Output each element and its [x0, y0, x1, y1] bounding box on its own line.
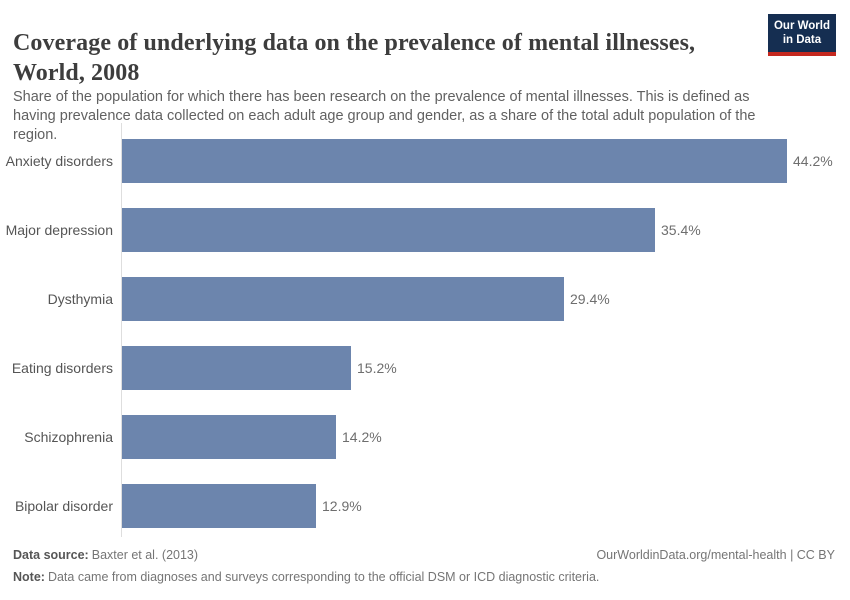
data-source: Data source: Baxter et al. (2013) — [13, 547, 198, 563]
bar-wrap: 29.4% — [122, 276, 610, 321]
data-source-label: Data source: — [13, 548, 89, 562]
bar-row: Eating disorders 15.2% — [0, 333, 850, 402]
chart-title-line1: Coverage of underlying data on the preva… — [13, 30, 696, 57]
chart-title: Coverage of underlying data on the preva… — [13, 28, 753, 88]
chart-note: Note: Data came from diagnoses and survey… — [13, 569, 835, 585]
bar-value-label: 44.2% — [793, 152, 833, 169]
y-axis-line — [121, 123, 122, 537]
chart-title-line2: World, 2008 — [13, 60, 140, 87]
bar-wrap: 14.2% — [122, 414, 382, 459]
bar-chart: Anxiety disorders 44.2% Major depression 35… — [0, 123, 850, 540]
bar-wrap: 15.2% — [122, 345, 397, 390]
chart-footer: Data source: Baxter et al. (2013) OurWorl… — [13, 547, 835, 585]
bar-row: Bipolar disorder 12.9% — [0, 471, 850, 540]
bar-category-label: Eating disorders — [11, 359, 113, 376]
owid-logo-line1: Our World — [773, 20, 830, 32]
bar-row: Schizophrenia 14.2% — [0, 402, 850, 471]
bar[interactable] — [122, 414, 336, 459]
bar-row: Anxiety disorders 44.2% — [0, 126, 850, 195]
bar-wrap: 44.2% — [122, 138, 833, 183]
bar-row: Major depression 35.4% — [0, 195, 850, 264]
bar-wrap: 35.4% — [122, 207, 701, 252]
owid-logo-line2: in Data — [782, 34, 822, 46]
bar-category-label: Bipolar disorder — [14, 497, 113, 514]
bar-wrap: 12.9% — [122, 483, 362, 528]
bar-value-label: 29.4% — [570, 290, 610, 307]
bar-value-label: 14.2% — [342, 428, 382, 445]
bar-category-label: Anxiety disorders — [5, 152, 113, 169]
bar[interactable] — [122, 138, 787, 183]
bar[interactable] — [122, 483, 316, 528]
bar-value-label: 12.9% — [322, 497, 362, 514]
data-source-text: Baxter et al. (2013) — [91, 548, 199, 562]
owid-logo[interactable]: Our World in Data — [767, 14, 836, 56]
bar[interactable] — [122, 345, 351, 390]
bar-category-label: Schizophrenia — [24, 428, 113, 445]
bar-value-label: 35.4% — [661, 221, 701, 238]
bar-value-label: 15.2% — [357, 359, 397, 376]
note-text: Data came from diagnoses and surveys cor… — [47, 570, 600, 584]
citation-link[interactable]: OurWorldinData.org/mental-health | CC BY — [596, 548, 835, 562]
bar[interactable] — [122, 207, 655, 252]
bar-row: Dysthymia 29.4% — [0, 264, 850, 333]
note-label: Note: — [13, 570, 45, 584]
chart-subtitle: Share of the population for which there … — [13, 88, 756, 143]
bar[interactable] — [122, 276, 564, 321]
bar-rows: Anxiety disorders 44.2% Major depression 35… — [0, 126, 850, 540]
bar-category-label: Major depression — [5, 221, 113, 238]
bar-category-label: Dysthymia — [47, 290, 113, 307]
